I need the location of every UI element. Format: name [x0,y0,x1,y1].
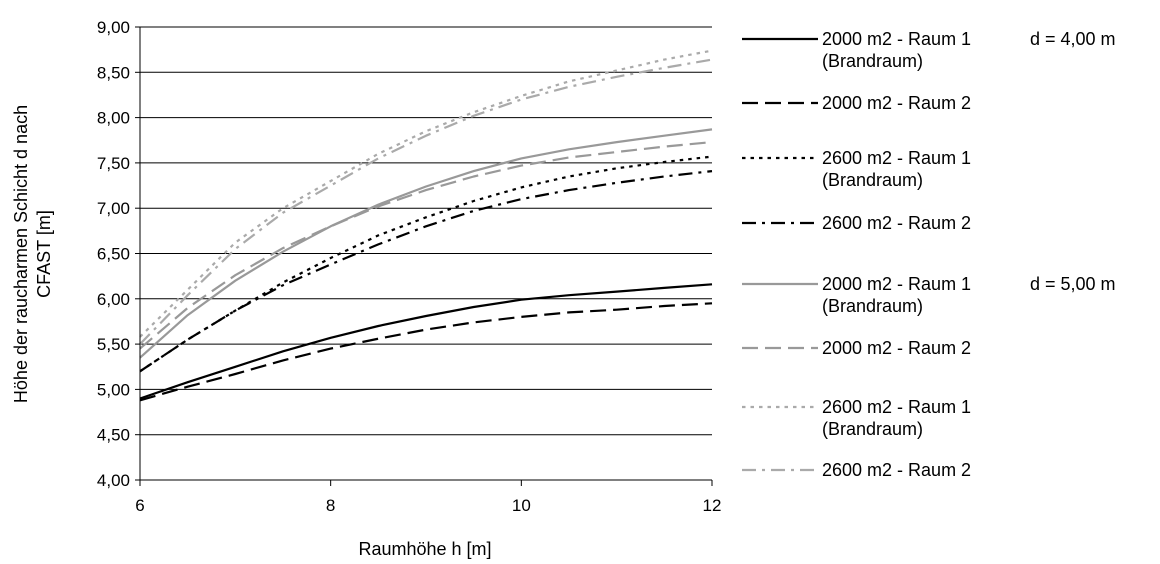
y-tick-label: 4,50 [97,426,130,445]
y-axis-title-line2: CFAST [m] [34,210,54,298]
legend-label-2: 2000 m2 - Raum 2 [822,93,971,113]
y-tick-label: 8,50 [97,63,130,82]
series-line-1 [139,283,713,400]
tick-labels: 4,00 4,50 5,00 5,50 6,00 6,50 7,00 7,50 8,00 8,50… [97,18,722,515]
legend-group-label: d = 4,00 m [1030,29,1116,49]
series-line-6 [139,141,713,350]
y-tick-label: 4,00 [97,471,130,490]
legend-label-3: (Brandraum) [822,170,923,190]
series-line-3 [139,155,713,373]
series-line-2 [139,302,713,402]
y-tick-label: 5,00 [97,380,130,399]
y-tick-label: 7,00 [97,199,130,218]
x-tick-label: 10 [512,496,531,515]
series-line-5 [139,128,713,359]
series-line-8 [139,58,713,345]
x-axis-title: Raumhöhe h [m] [358,539,491,559]
x-tick-label: 12 [703,496,722,515]
series-line-4 [139,170,713,373]
y-tick-label: 7,50 [97,154,130,173]
legend-label-1: (Brandraum) [822,51,923,71]
x-tick-label: 8 [326,496,335,515]
y-tick-label: 5,50 [97,335,130,354]
legend-label-6: 2000 m2 - Raum 2 [822,338,971,358]
x-tick-label: 6 [135,496,144,515]
series-line-7 [139,49,713,338]
legend-group-label: d = 5,00 m [1030,274,1116,294]
y-tick-label: 6,50 [97,245,130,264]
y-tick-label: 6,00 [97,290,130,309]
y-tick-label: 8,00 [97,109,130,128]
legend-label-7: 2600 m2 - Raum 1 [822,397,971,417]
legend-label-3: 2600 m2 - Raum 1 [822,148,971,168]
legend-label-4: 2600 m2 - Raum 2 [822,213,971,233]
y-tick-label: 9,00 [97,18,130,37]
legend-label-7: (Brandraum) [822,419,923,439]
legend-label-5: 2000 m2 - Raum 1 [822,274,971,294]
series-lines [139,49,713,402]
legend-label-5: (Brandraum) [822,296,923,316]
gridlines [135,26,713,486]
legend: 2000 m2 - Raum 1(Brandraum)d = 4,00 m200… [742,29,1116,480]
legend-label-8: 2600 m2 - Raum 2 [822,460,971,480]
y-axis-title-line1: Höhe der raucharmen Schicht d nach [11,105,31,403]
legend-label-1: 2000 m2 - Raum 1 [822,29,971,49]
axes [139,27,712,481]
